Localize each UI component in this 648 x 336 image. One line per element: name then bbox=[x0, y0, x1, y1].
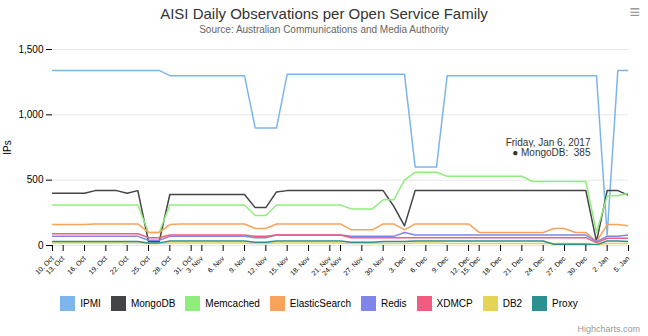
svg-text:Friday, Jan 6, 2017● MongoDB:: Friday, Jan 6, 2017● MongoDB: 385 bbox=[506, 137, 591, 158]
svg-text:10. Oct: 10. Oct bbox=[33, 254, 55, 276]
svg-text:19. Oct: 19. Oct bbox=[87, 255, 108, 276]
svg-text:13. Oct: 13. Oct bbox=[45, 255, 66, 276]
svg-text:1,000: 1,000 bbox=[18, 109, 43, 120]
html-text:XDMCP: XDMCP bbox=[436, 298, 473, 309]
svg-text:15. Dec: 15. Dec bbox=[459, 254, 481, 276]
html-text:IPMI: IPMI bbox=[80, 298, 101, 309]
svg-text:6. Dec: 6. Dec bbox=[409, 254, 429, 274]
svg-text:1,500: 1,500 bbox=[18, 44, 43, 55]
svg-text:16. Oct: 16. Oct bbox=[66, 255, 87, 276]
html-text:MongoDB: MongoDB bbox=[130, 298, 176, 309]
svg-text:9. Nov: 9. Nov bbox=[228, 254, 248, 274]
svg-text:24. Dec: 24. Dec bbox=[523, 254, 545, 276]
svg-text:31. Oct: 31. Oct bbox=[172, 254, 194, 276]
svg-text:0: 0 bbox=[38, 240, 44, 251]
html-text:Highcharts.com: Highcharts.com bbox=[577, 324, 640, 334]
svg-text:9. Dec: 9. Dec bbox=[430, 254, 450, 274]
svg-text:6. Nov: 6. Nov bbox=[206, 254, 226, 274]
svg-text:27. Nov: 27. Nov bbox=[342, 254, 364, 276]
svg-text:12. Nov: 12. Nov bbox=[246, 254, 268, 276]
svg-text:25. Oct: 25. Oct bbox=[130, 255, 151, 276]
svg-text:22. Oct: 22. Oct bbox=[109, 255, 130, 276]
svg-text:3. Nov: 3. Nov bbox=[185, 254, 205, 274]
svg-text:IPs: IPs bbox=[2, 140, 13, 154]
svg-text:30. Nov: 30. Nov bbox=[363, 254, 385, 276]
html-text:Redis: Redis bbox=[381, 298, 407, 309]
svg-text:3. Dec: 3. Dec bbox=[388, 254, 408, 274]
html-text:Memcached: Memcached bbox=[205, 298, 260, 309]
svg-text:5. Jan: 5. Jan bbox=[612, 255, 631, 274]
svg-text:28. Oct: 28. Oct bbox=[151, 255, 172, 276]
svg-text:15. Nov: 15. Nov bbox=[267, 254, 289, 276]
svg-text:24. Nov: 24. Nov bbox=[321, 254, 343, 276]
html-text:DB2: DB2 bbox=[502, 298, 523, 309]
html-text:AISI Daily Observations per Op: AISI Daily Observations per Open Service… bbox=[160, 5, 488, 22]
svg-text:2. Jan: 2. Jan bbox=[591, 255, 610, 274]
svg-text:27. Dec: 27. Dec bbox=[545, 254, 567, 276]
svg-text:18. Nov: 18. Nov bbox=[289, 254, 311, 276]
svg-text:21. Nov: 21. Nov bbox=[310, 254, 333, 277]
html-text:Source: Australian Communicati: Source: Australian Communications and Me… bbox=[199, 24, 449, 35]
svg-text:18. Dec: 18. Dec bbox=[481, 254, 503, 276]
svg-text:21. Dec: 21. Dec bbox=[502, 254, 524, 276]
svg-text:30. Dec: 30. Dec bbox=[566, 254, 588, 276]
svg-text:12. Dec: 12. Dec bbox=[448, 254, 471, 277]
html-text:ElasticSearch: ElasticSearch bbox=[289, 298, 351, 309]
html-text:Proxy: Proxy bbox=[552, 298, 578, 309]
svg-text:500: 500 bbox=[27, 174, 44, 185]
